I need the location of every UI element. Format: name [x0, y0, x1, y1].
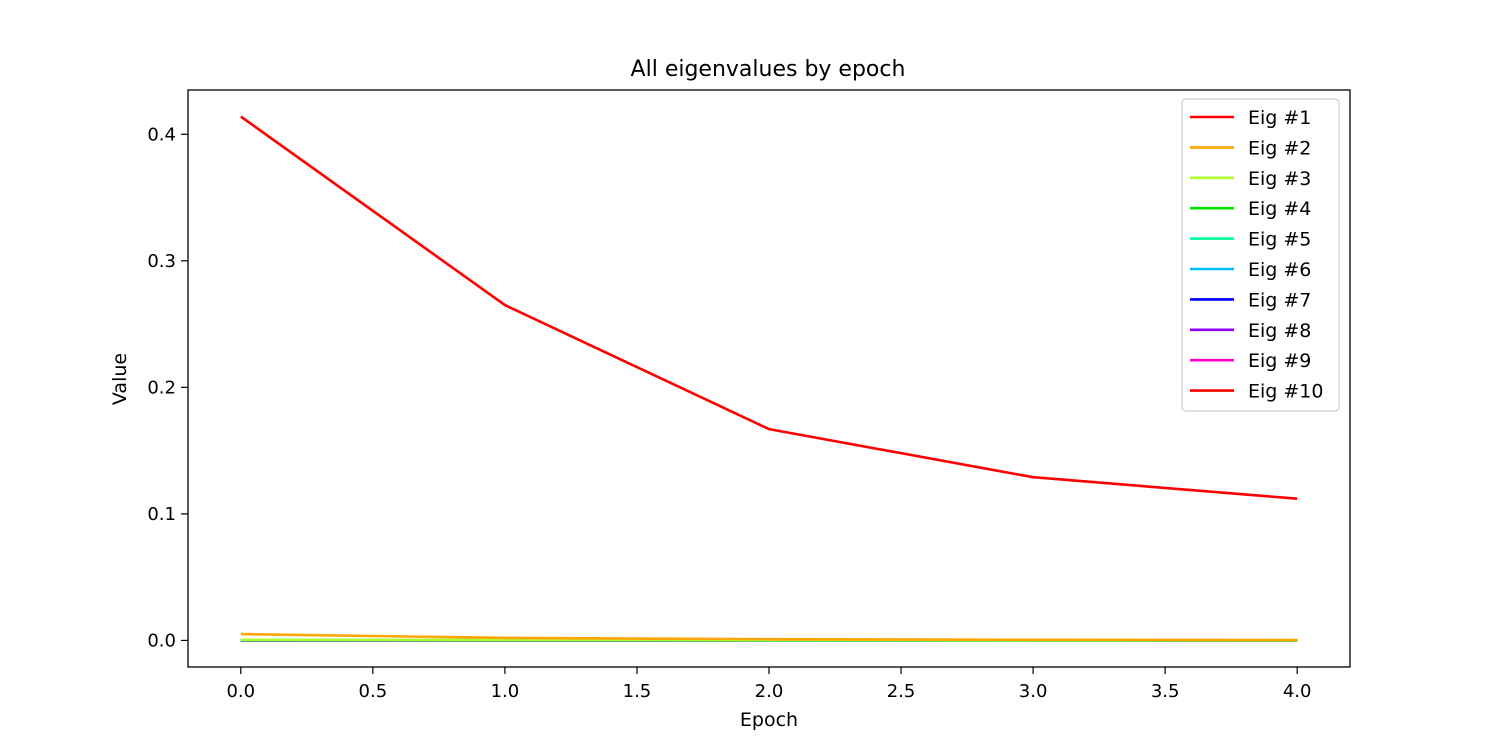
x-tick-label: 1.5 [623, 681, 652, 702]
x-tick-label: 2.0 [755, 681, 784, 702]
series-line-2 [240, 632, 1298, 642]
y-tick-label: 0.4 [147, 124, 176, 145]
legend-entry-label: Eig #5 [1248, 229, 1311, 251]
x-tick-label: 2.5 [887, 681, 916, 702]
x-tick-label: 3.5 [1151, 681, 1180, 702]
x-axis-label: Epoch [740, 709, 798, 731]
y-tick-label: 0.1 [147, 504, 176, 525]
legend-entry-label: Eig #3 [1248, 168, 1311, 190]
y-axis: 0.0 0.1 0.2 0.3 0.4 [147, 124, 188, 651]
legend-entry-label: Eig #6 [1248, 259, 1311, 281]
x-tick-label: 3.0 [1019, 681, 1048, 702]
legend-entry-label: Eig #4 [1248, 198, 1311, 220]
x-tick-label: 1.0 [491, 681, 520, 702]
legend: Eig #1 Eig #2 Eig #3 Eig #4 Eig #5 Eig #6 Eig … [1181, 98, 1340, 412]
legend-entry-label: Eig #9 [1248, 350, 1311, 372]
legend-entry-label: Eig #1 [1248, 107, 1311, 129]
legend-entry-label: Eig #8 [1248, 320, 1311, 342]
y-tick-label: 0.2 [147, 377, 176, 398]
chart-title: All eigenvalues by epoch [631, 57, 906, 82]
x-tick-label: 4.0 [1283, 681, 1312, 702]
y-axis-label: Value [109, 353, 131, 405]
x-tick-label: 0.0 [226, 681, 255, 702]
legend-entry-label: Eig #10 [1248, 381, 1323, 403]
x-tick-label: 0.5 [359, 681, 388, 702]
x-axis: 0.0 0.5 1.0 1.5 2.0 2.5 3.0 3.5 4.0 [226, 667, 1312, 702]
y-tick-label: 0.0 [147, 630, 176, 651]
y-tick-label: 0.3 [147, 251, 176, 272]
plot-area [240, 115, 1298, 642]
series-line-1 [240, 115, 1298, 501]
legend-entry-label: Eig #2 [1248, 137, 1311, 159]
legend-entry-label: Eig #7 [1248, 289, 1311, 311]
